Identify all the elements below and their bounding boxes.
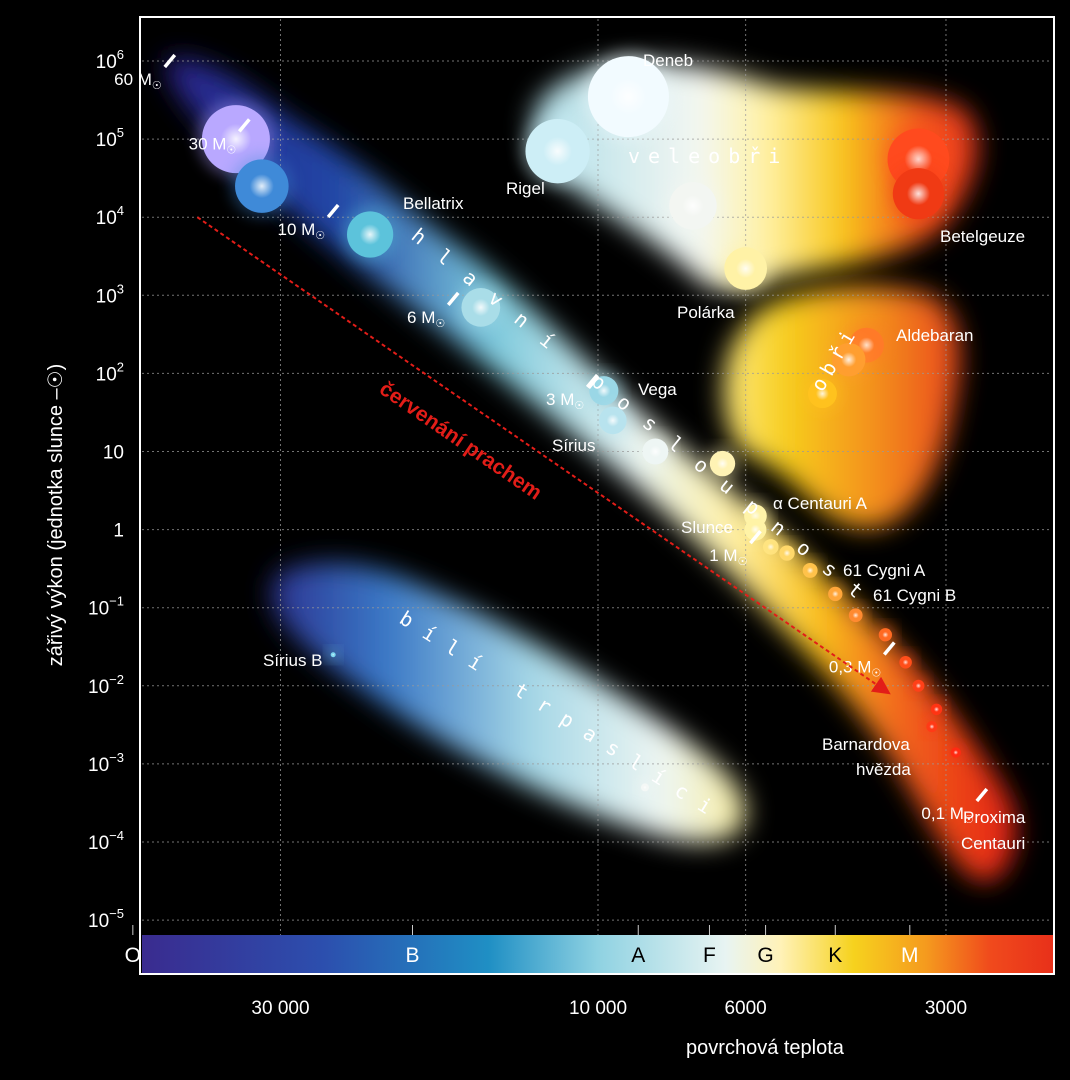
label-proxima-1: Proxima — [963, 808, 1026, 827]
star-highlight — [899, 655, 912, 669]
star-highlight — [587, 56, 669, 138]
y-tick-label: 10−2 — [88, 672, 124, 698]
label-rigel: Rigel — [506, 179, 545, 198]
label-sirius: Sírius — [552, 436, 595, 455]
mass-mark-label: 1 M☉ — [709, 546, 747, 568]
x-axis-ticks: 30 000 10 000 6000 3000 — [251, 998, 967, 1019]
spectral-class-A: A — [631, 944, 645, 967]
label-slunce: Slunce — [681, 518, 733, 537]
label-bellatrix: Bellatrix — [403, 194, 464, 213]
star-highlight — [926, 721, 938, 733]
mass-marks: 60 M☉30 M☉10 M☉6 M☉3 M☉1 M☉0,3 M☉0,1 M☉ — [114, 53, 989, 826]
star-highlight — [589, 376, 619, 406]
star-highlight — [724, 247, 768, 290]
star-highlight — [599, 406, 627, 435]
y-tick-label: 104 — [96, 203, 124, 229]
star-highlight — [779, 545, 795, 561]
mass-mark-label: 3 M☉ — [546, 390, 584, 412]
label-deneb: Deneb — [643, 51, 693, 70]
star-highlight — [461, 288, 501, 327]
star-highlight — [802, 562, 818, 578]
label-proxima-2: Centauri — [961, 834, 1025, 853]
label-barnard-1: Barnardova — [822, 735, 910, 754]
mass-mark-label: 60 M☉ — [114, 70, 162, 92]
label-polarka: Polárka — [677, 303, 735, 322]
x-axis-title: povrchová teplota — [686, 1037, 845, 1059]
star-highlight — [669, 182, 717, 230]
y-tick-label: 10 — [103, 443, 124, 464]
mass-mark-tick — [163, 53, 177, 69]
label-sirius-b: Sírius B — [263, 651, 323, 670]
spectral-class-F: F — [703, 944, 716, 967]
x-tick-label: 10 000 — [569, 998, 627, 1019]
x-tick-label: 30 000 — [251, 998, 309, 1019]
y-tick-label: 1 — [113, 521, 124, 542]
y-tick-label: 10−1 — [88, 594, 124, 620]
main-sequence-band — [165, 57, 1016, 882]
mass-mark-label: 6 M☉ — [407, 308, 445, 330]
plot-frame — [139, 16, 1055, 975]
y-axis-title: zářivý výkon (jednotka slunce –☉) — [45, 364, 67, 667]
star-highlight — [525, 119, 590, 184]
label-barnard-2: hvězda — [856, 760, 911, 779]
y-tick-label: 105 — [96, 125, 124, 151]
star-highlight — [347, 211, 394, 258]
spectral-class-K: K — [828, 944, 842, 967]
mass-mark-tick — [446, 291, 460, 306]
label-61-cygni-a: 61 Cygni A — [843, 561, 926, 580]
star-labels: Deneb Rigel Betelgeuze Polárka Aldebaran… — [263, 51, 1026, 853]
star-highlight — [330, 652, 336, 658]
spectral-class-M: M — [901, 944, 919, 967]
star-highlight — [832, 342, 866, 377]
mass-mark-label: 0,1 M☉ — [921, 804, 973, 826]
grid-lines — [132, 19, 1052, 935]
star-highlight — [930, 703, 943, 716]
star-highlight — [878, 628, 893, 642]
star-highlight — [848, 608, 863, 623]
white-dwarfs-band — [271, 562, 746, 843]
label-61-cygni-b: 61 Cygni B — [873, 586, 956, 605]
star-highlight — [892, 168, 945, 220]
star-highlight — [950, 747, 961, 758]
mass-mark-tick — [326, 203, 340, 219]
star-highlight — [912, 679, 925, 692]
label-betelgeuze: Betelgeuze — [940, 227, 1025, 246]
y-tick-label: 102 — [96, 359, 124, 385]
star-highlight — [709, 450, 736, 477]
giants-band — [723, 286, 960, 529]
mass-mark-tick — [585, 373, 599, 389]
star-highlight — [744, 518, 767, 541]
mass-mark-tick — [975, 787, 989, 803]
y-tick-label: 106 — [96, 47, 124, 73]
y-tick-label: 10−4 — [88, 828, 124, 854]
mass-mark-tick — [237, 118, 251, 133]
star-highlight — [807, 379, 837, 409]
label-alpha-centauri-a: α Centauri A — [773, 494, 868, 513]
label-vega: Vega — [638, 380, 677, 399]
spectral-class-G: G — [757, 944, 773, 967]
star-highlight — [235, 159, 289, 213]
x-tick-label: 6000 — [724, 998, 766, 1019]
star-highlight — [642, 438, 669, 465]
label-aldebaran: Aldebaran — [896, 326, 974, 345]
x-tick-label: 3000 — [925, 998, 967, 1019]
stars — [196, 51, 966, 797]
y-tick-label: 103 — [96, 281, 124, 307]
spectral-class-B: B — [405, 944, 419, 967]
mass-mark-label: 10 M☉ — [277, 220, 325, 242]
y-tick-label: 10−5 — [88, 906, 124, 932]
group-label-supergiants: veleobři — [628, 144, 788, 168]
y-tick-label: 10−3 — [88, 750, 124, 776]
mass-mark-label: 30 M☉ — [189, 134, 237, 156]
star-highlight — [640, 783, 649, 792]
star-highlight — [828, 586, 843, 602]
mass-mark-tick — [882, 641, 896, 656]
mass-mark-tick — [749, 530, 762, 545]
spectral-class-O: O — [125, 944, 141, 967]
spectral-gradient — [142, 935, 1054, 973]
